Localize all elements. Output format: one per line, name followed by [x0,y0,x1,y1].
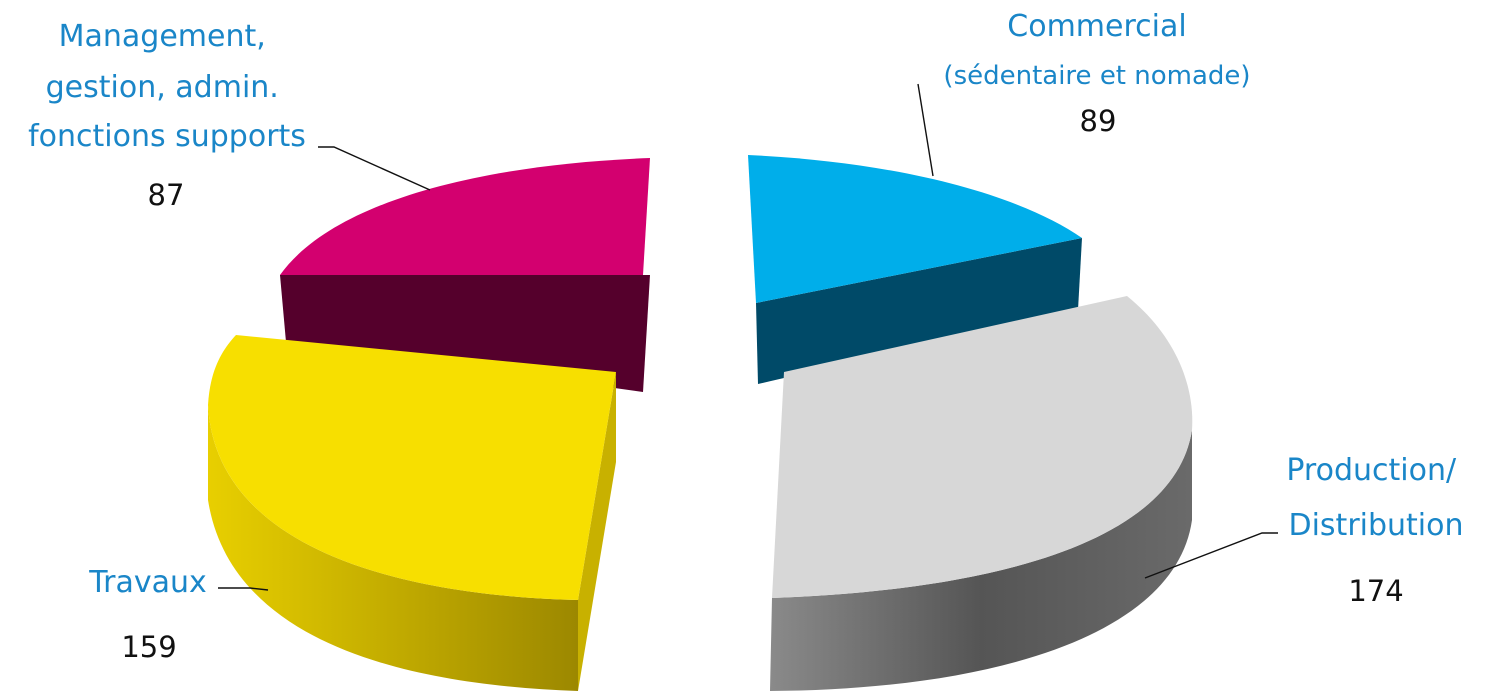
slice-side-travaux [208,405,578,691]
slice-top-production [772,296,1193,598]
slice-label-travaux: Travaux [88,565,207,600]
slice-sublabel-commercial: (sédentaire et nomade) [943,61,1250,91]
slice-value-management: 87 [148,178,185,212]
slice-top-management [280,158,650,275]
slice-label-management-line-2: gestion, admin. [46,70,279,105]
slice-label-management: Management, gestion, admin. fonctions su… [28,19,306,154]
slice-label-commercial-line-1: Commercial [1007,9,1186,44]
leader-line-production [1144,532,1278,579]
pie-slice-production [770,296,1193,691]
pie-slice-commercial [748,155,1082,384]
leader-line-management [318,146,431,191]
slice-top-travaux [208,335,616,600]
slice-side-management [280,275,650,392]
slice-side-production [770,430,1192,691]
slice-label-management-line-1: Management, [59,19,266,54]
leader-line-commercial [917,83,934,177]
slice-value-commercial: 89 [1080,104,1117,138]
slice-label-commercial: Commercial [1007,9,1186,44]
slice-side-travaux-inner [578,372,616,691]
slice-top-commercial [748,155,1082,303]
slice-value-production: 174 [1348,574,1403,608]
pie-slice-management [280,158,650,392]
slice-side-commercial [756,238,1082,384]
slice-value-travaux: 159 [121,630,176,664]
pie-slice-travaux [208,335,616,691]
slice-sublabel-commercial-line: (sédentaire et nomade) [943,61,1250,91]
slice-label-production-line-2: Distribution [1288,508,1463,543]
slice-label-management-line-3: fonctions supports [28,119,306,154]
slice-label-production: Production/ Distribution [1286,453,1465,543]
leader-line-travaux [218,587,269,591]
slice-label-production-line-1: Production/ [1286,453,1457,488]
